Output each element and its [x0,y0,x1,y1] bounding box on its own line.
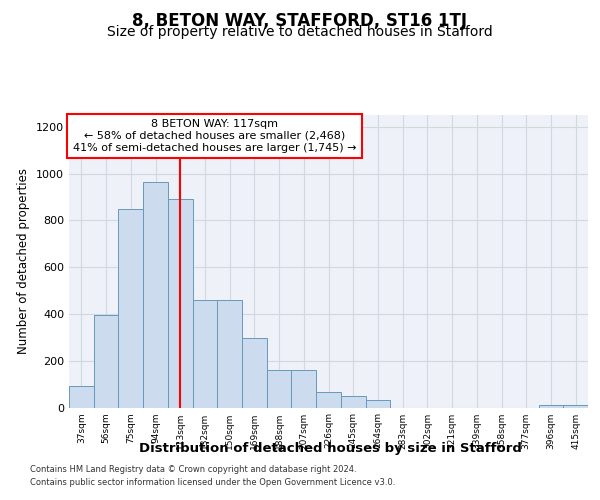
Text: Contains HM Land Registry data © Crown copyright and database right 2024.: Contains HM Land Registry data © Crown c… [30,466,356,474]
Bar [292,370,316,408]
Bar [193,300,217,408]
Text: 8, BETON WAY, STAFFORD, ST16 1TJ: 8, BETON WAY, STAFFORD, ST16 1TJ [133,12,467,30]
Bar [539,405,563,407]
Text: Contains public sector information licensed under the Open Government Licence v3: Contains public sector information licen… [30,478,395,487]
Text: Size of property relative to detached houses in Stafford: Size of property relative to detached ho… [107,25,493,39]
Text: 8 BETON WAY: 117sqm
← 58% of detached houses are smaller (2,468)
41% of semi-det: 8 BETON WAY: 117sqm ← 58% of detached ho… [73,120,356,152]
Bar [168,199,193,408]
Bar [69,386,94,407]
Bar [217,300,242,408]
Bar [365,400,390,407]
Y-axis label: Number of detached properties: Number of detached properties [17,168,31,354]
Bar [118,209,143,408]
Bar [563,405,588,407]
Bar [94,315,118,408]
Bar [341,396,365,407]
Bar [242,338,267,407]
Bar [316,392,341,407]
Text: Distribution of detached houses by size in Stafford: Distribution of detached houses by size … [139,442,521,455]
Bar [267,370,292,408]
Bar [143,182,168,408]
